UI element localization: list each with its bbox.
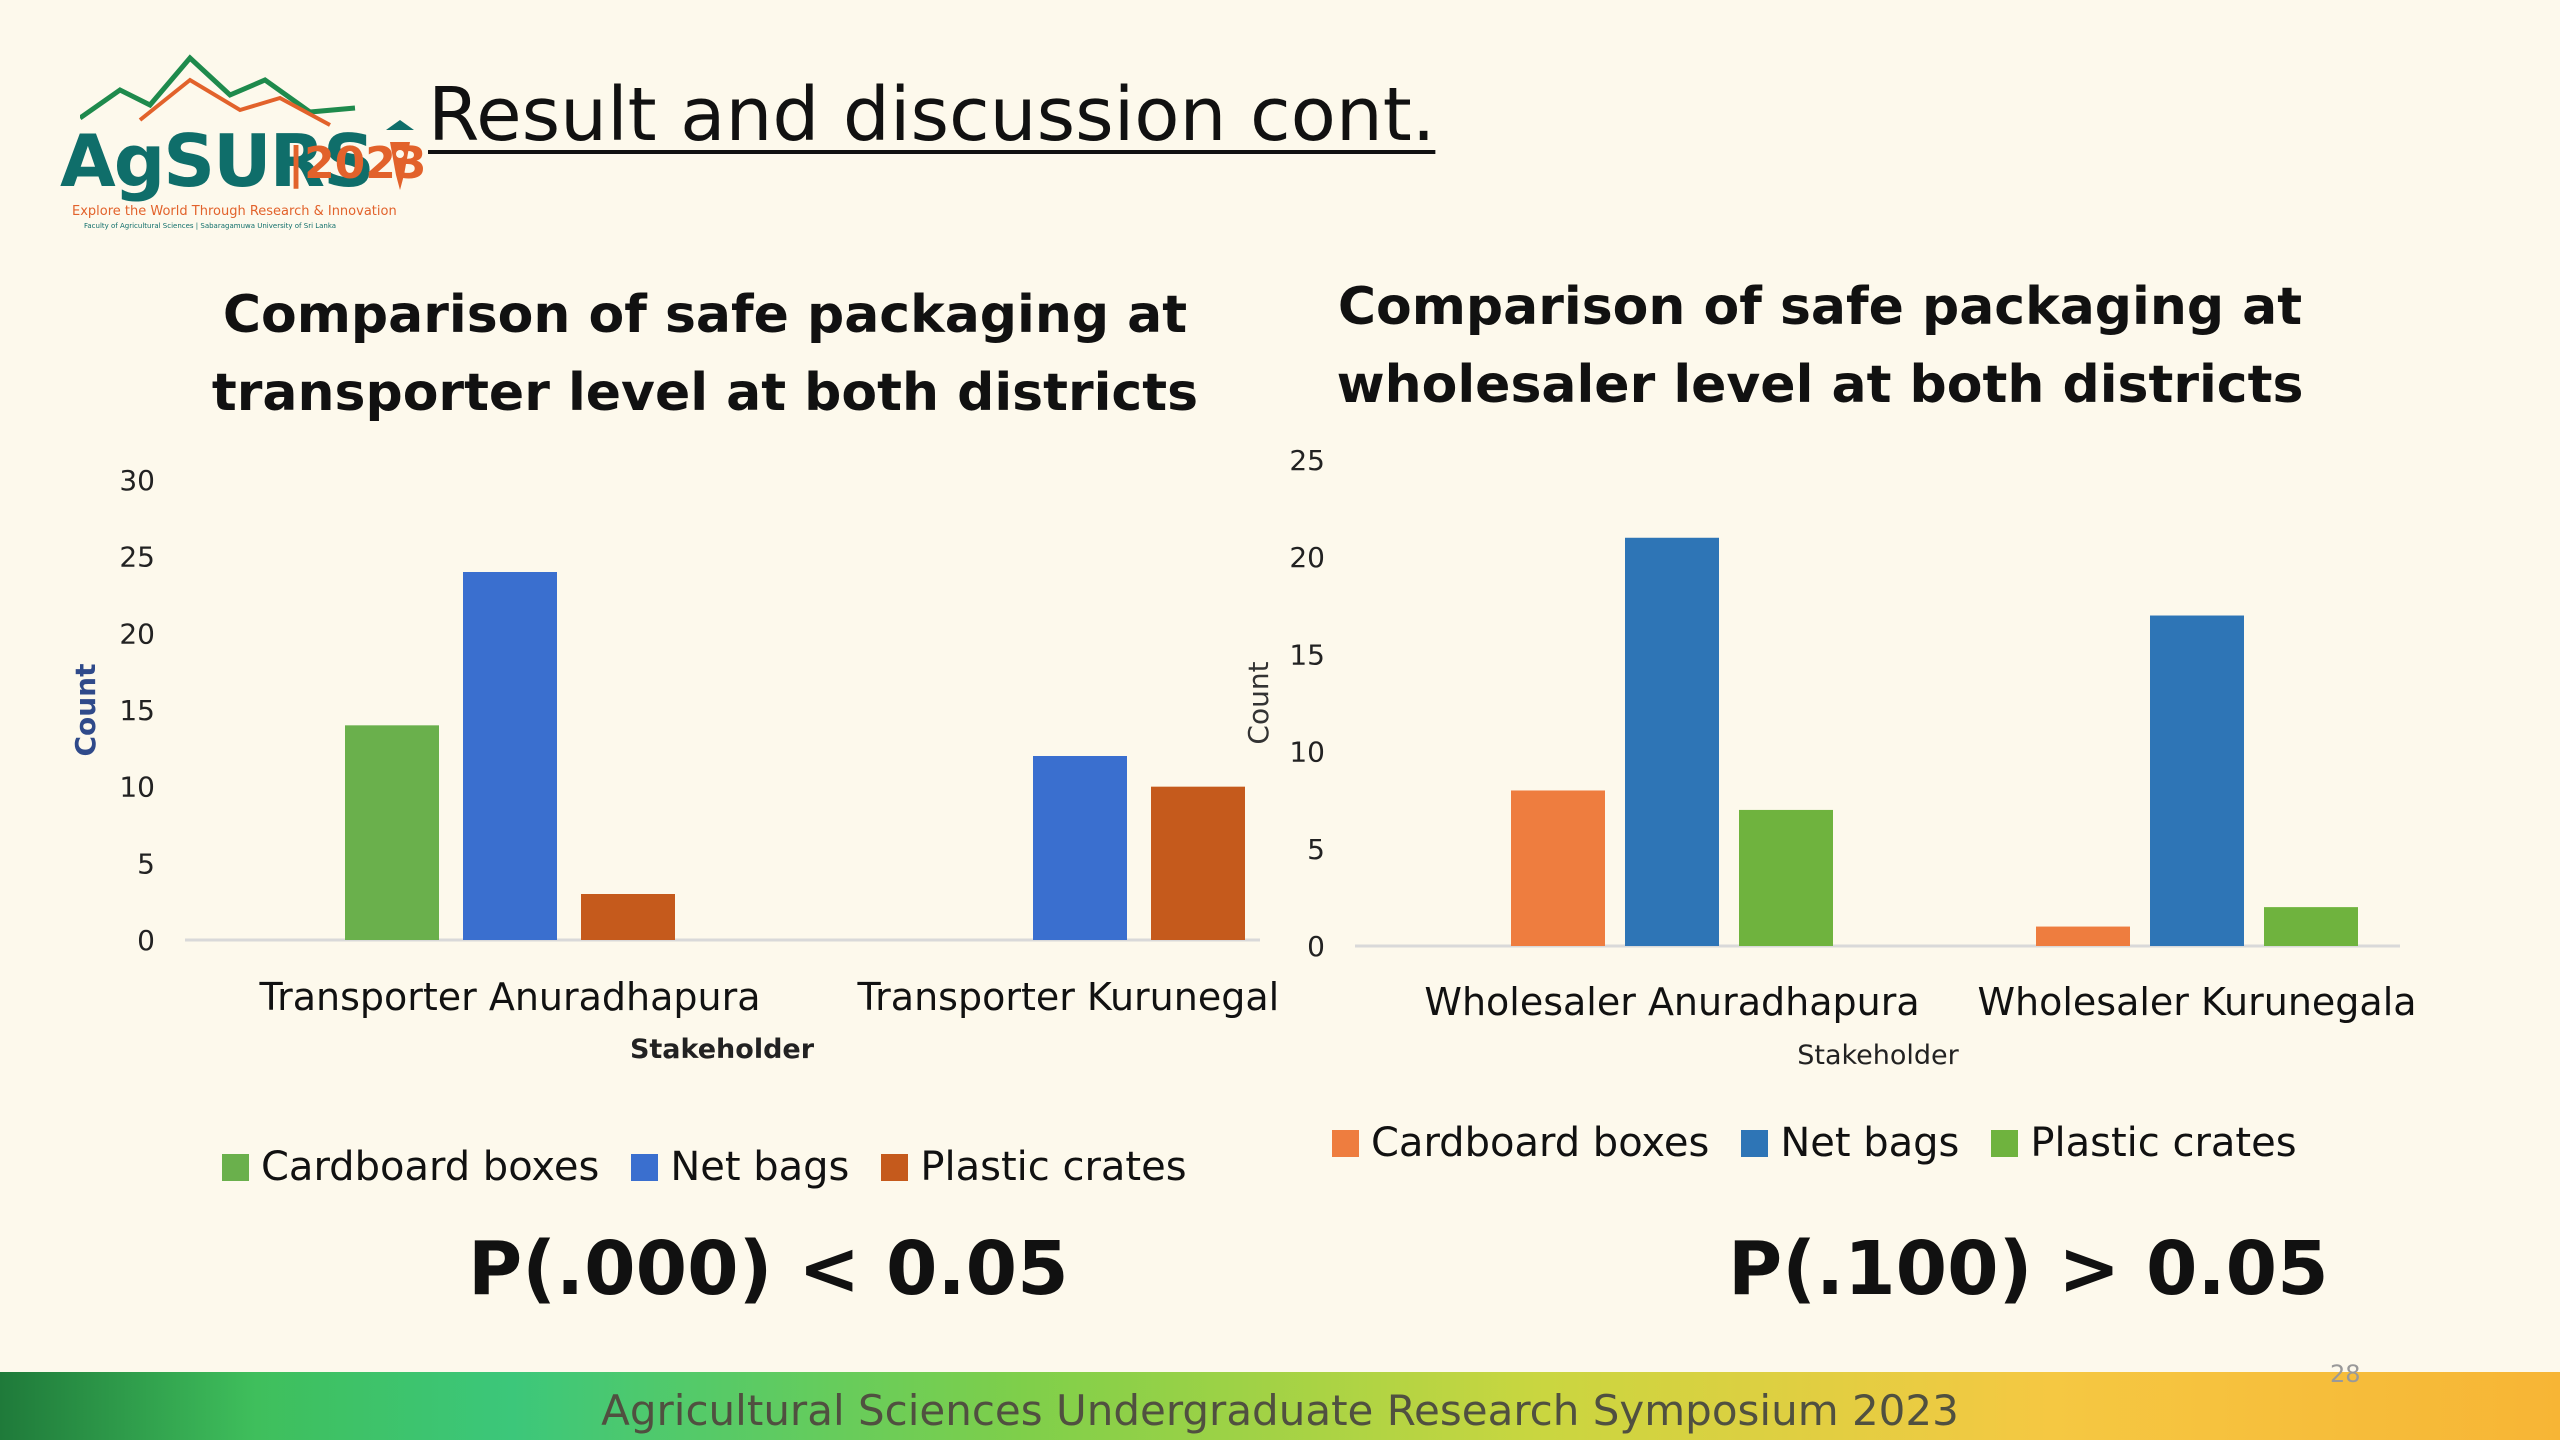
slide-title: Result and discussion cont. <box>428 72 1436 158</box>
legend-swatch <box>1741 1129 1769 1157</box>
bar-net-bags <box>1625 537 1719 946</box>
legend-item: Plastic crates <box>1991 1120 2297 1166</box>
category-label: Wholesaler Kurunegala <box>1977 980 2416 1024</box>
logo-subtitle: Faculty of Agricultural Sciences | Sabar… <box>84 222 337 230</box>
x-axis-label: Stakeholder <box>630 1034 815 1065</box>
legend-label: Plastic crates <box>2030 1120 2297 1166</box>
legend-label: Cardboard boxes <box>1371 1120 1710 1166</box>
bar-net-bags <box>463 572 557 940</box>
legend-label: Net bags <box>670 1144 850 1190</box>
legend-swatch <box>631 1153 659 1181</box>
logo-word: AgSURS <box>60 119 375 203</box>
bar-cardboard-boxes <box>1511 790 1605 946</box>
footer-banner: Agricultural Sciences Undergraduate Rese… <box>0 1372 2560 1440</box>
bar-cardboard-boxes <box>2036 926 2130 946</box>
legend-item: Net bags <box>1741 1120 1959 1166</box>
legend-swatch <box>222 1153 249 1181</box>
legend-wholesaler: Cardboard boxes Net bags Plastic crates <box>1332 1120 2329 1166</box>
y-axis-label: Count <box>1242 661 1275 744</box>
y-tick-label: 25 <box>1289 444 1325 477</box>
chart-title-wholesaler: Comparison of safe packaging at wholesal… <box>1336 277 2304 415</box>
legend-transporter: Cardboard boxes Net bags Plastic crates <box>222 1144 1219 1190</box>
pen-nib-icon <box>386 120 414 190</box>
legend-swatch <box>1991 1129 2019 1157</box>
bar-plastic-crates <box>2264 907 2358 946</box>
y-tick-label: 20 <box>1289 541 1325 574</box>
y-tick-label: 25 <box>119 541 155 574</box>
bar-net-bags <box>1033 756 1127 940</box>
mountains-icon <box>80 54 356 127</box>
y-tick-label: 30 <box>119 464 155 497</box>
bar-cardboard-boxes <box>345 725 439 940</box>
footer-text: Agricultural Sciences Undergraduate Rese… <box>601 1386 1959 1435</box>
category-label: Wholesaler Anuradhapura <box>1424 980 1919 1024</box>
transporter-bar-chart: 0 5 10 15 20 25 30 Count Transporter Anuradhapur… <box>69 464 1280 1065</box>
p-value-transporter: P(.000) < 0.05 <box>468 1226 1069 1312</box>
legend-item: Net bags <box>631 1144 849 1190</box>
y-tick-label: 20 <box>119 617 155 650</box>
bar-plastic-crates <box>581 894 675 940</box>
y-axis-label: Count <box>69 663 102 756</box>
y-tick-label: 15 <box>119 694 155 727</box>
bar-plastic-crates <box>1739 809 1833 946</box>
legend-label: Plastic crates <box>920 1144 1187 1190</box>
agsurs-logo: AgSURS |2023 Explore the World Through R… <box>60 50 430 240</box>
legend-item: Cardboard boxes <box>1332 1120 1709 1166</box>
chart-title-transporter: Comparison of safe packaging at transpor… <box>211 285 1199 423</box>
legend-swatch <box>1332 1129 1359 1157</box>
y-tick-label: 10 <box>1289 736 1325 769</box>
y-tick-label: 15 <box>1289 638 1325 671</box>
bar-plastic-crates <box>1151 786 1245 940</box>
legend-label: Net bags <box>1780 1120 1960 1166</box>
category-label: Transporter Anuradhapura <box>258 975 760 1019</box>
legend-swatch <box>881 1153 909 1181</box>
category-label: Transporter Kurunegala <box>857 975 1280 1019</box>
x-axis-label: Stakeholder <box>1797 1040 1959 1071</box>
logo-tagline: Explore the World Through Research & Inn… <box>72 204 397 219</box>
y-tick-label: 0 <box>1307 930 1325 963</box>
bar-net-bags <box>2150 615 2244 946</box>
y-tick-label: 10 <box>119 771 155 804</box>
y-tick-label: 5 <box>1307 833 1325 866</box>
p-value-wholesaler: P(.100) > 0.05 <box>1728 1226 2329 1312</box>
wholesaler-bar-chart: 0 5 10 15 20 25 Count Wholesaler Anuradhapura Wh… <box>1242 444 2417 1071</box>
y-tick-label: 0 <box>137 924 155 957</box>
page-number: 28 <box>2330 1360 2361 1388</box>
y-tick-label: 5 <box>137 847 155 880</box>
legend-item: Cardboard boxes <box>222 1144 599 1190</box>
legend-item: Plastic crates <box>881 1144 1187 1190</box>
legend-label: Cardboard boxes <box>261 1144 600 1190</box>
